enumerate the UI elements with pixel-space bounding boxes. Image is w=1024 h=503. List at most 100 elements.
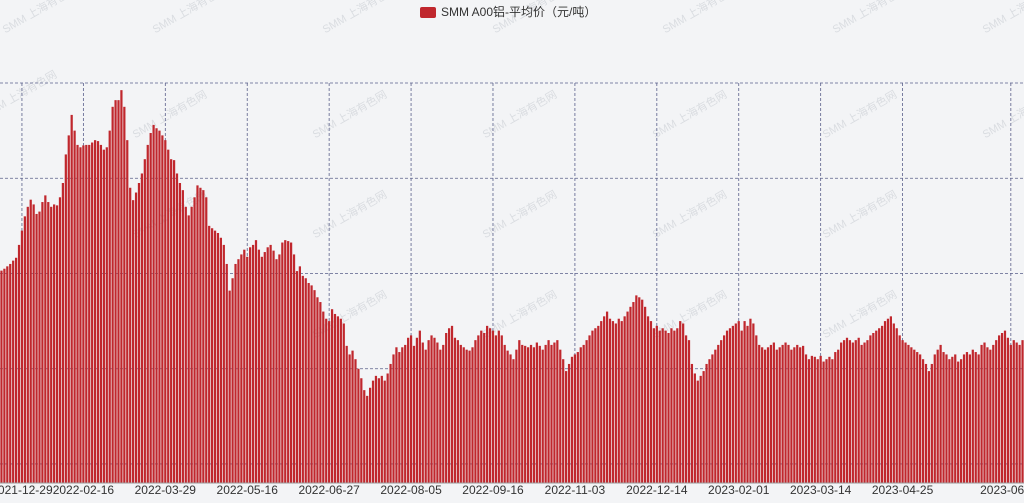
- bar: [398, 352, 401, 483]
- bar: [494, 335, 498, 483]
- bar: [620, 321, 623, 483]
- bar: [687, 340, 691, 483]
- bar: [521, 344, 524, 483]
- bars: [0, 90, 1024, 484]
- bar: [863, 342, 866, 483]
- bar: [421, 342, 424, 483]
- bar: [784, 342, 787, 483]
- bar: [766, 347, 770, 483]
- bar: [646, 316, 650, 483]
- bar: [544, 344, 547, 483]
- legend: SMM A00铝-平均价（元/吨）: [420, 4, 596, 19]
- bar: [328, 321, 331, 483]
- bar: [570, 356, 574, 483]
- bar: [167, 149, 170, 483]
- bar: [407, 337, 410, 483]
- bar: [603, 316, 606, 483]
- bar: [708, 359, 711, 483]
- bar: [117, 100, 120, 484]
- bar: [278, 254, 281, 483]
- bar: [111, 106, 114, 484]
- bar: [529, 344, 533, 483]
- bar: [702, 371, 705, 483]
- bar: [301, 275, 304, 483]
- bar: [202, 190, 205, 483]
- bar: [178, 183, 182, 483]
- bar: [339, 318, 342, 483]
- bar: [272, 250, 275, 483]
- x-tick-label: 2022-03-29: [135, 483, 197, 497]
- bar: [878, 328, 881, 483]
- bar: [132, 200, 135, 483]
- bar: [333, 313, 337, 483]
- bar: [143, 159, 146, 483]
- bar: [658, 330, 661, 483]
- bar: [336, 316, 340, 483]
- bar: [307, 283, 310, 483]
- bar: [851, 342, 854, 483]
- bar: [898, 335, 901, 483]
- x-tick-label: 2022-02-16: [53, 483, 115, 497]
- bar: [61, 183, 65, 483]
- bar: [257, 249, 261, 483]
- bar: [93, 140, 97, 483]
- bar: [880, 325, 884, 483]
- bar: [866, 340, 869, 483]
- bar: [26, 206, 29, 484]
- bar: [196, 185, 199, 483]
- bar: [857, 337, 860, 483]
- bar: [330, 309, 334, 483]
- bar: [70, 114, 73, 484]
- bar: [137, 183, 141, 483]
- bar: [875, 330, 878, 483]
- bar: [263, 252, 266, 483]
- bar: [585, 340, 588, 483]
- bar: [1012, 340, 1015, 483]
- bar: [597, 325, 600, 483]
- bar: [228, 290, 231, 483]
- bar: [205, 197, 208, 484]
- bar: [108, 130, 111, 483]
- bar: [725, 330, 729, 483]
- bar: [348, 354, 351, 483]
- bar: [383, 380, 386, 483]
- bar: [254, 240, 258, 483]
- bar: [842, 340, 846, 483]
- bar: [161, 135, 164, 483]
- bar: [763, 349, 767, 483]
- bar: [1003, 330, 1007, 483]
- bar: [579, 347, 582, 483]
- bar: [831, 359, 834, 483]
- bar: [149, 133, 152, 483]
- bar: [12, 260, 15, 483]
- bar: [781, 344, 784, 483]
- bar: [190, 206, 193, 484]
- bar: [199, 187, 202, 483]
- bar: [424, 349, 427, 483]
- bar: [532, 347, 536, 483]
- bar: [222, 244, 225, 483]
- bar: [1015, 342, 1018, 483]
- bar: [225, 263, 228, 483]
- bar: [799, 347, 802, 483]
- bar: [360, 378, 363, 483]
- bar: [567, 363, 571, 483]
- bar: [819, 355, 822, 483]
- bar: [366, 395, 369, 483]
- bar: [758, 344, 761, 483]
- bar: [32, 204, 35, 483]
- bar: [761, 347, 764, 483]
- bar: [105, 147, 108, 484]
- bar: [526, 347, 530, 483]
- bar: [436, 342, 439, 483]
- bar: [860, 344, 863, 483]
- bar: [588, 335, 591, 483]
- bar: [213, 230, 217, 483]
- bar: [840, 342, 843, 483]
- bar: [962, 354, 966, 483]
- bar: [102, 149, 105, 483]
- bar: [275, 259, 278, 483]
- bar: [676, 328, 679, 483]
- bar: [755, 335, 758, 483]
- bar: [389, 363, 392, 483]
